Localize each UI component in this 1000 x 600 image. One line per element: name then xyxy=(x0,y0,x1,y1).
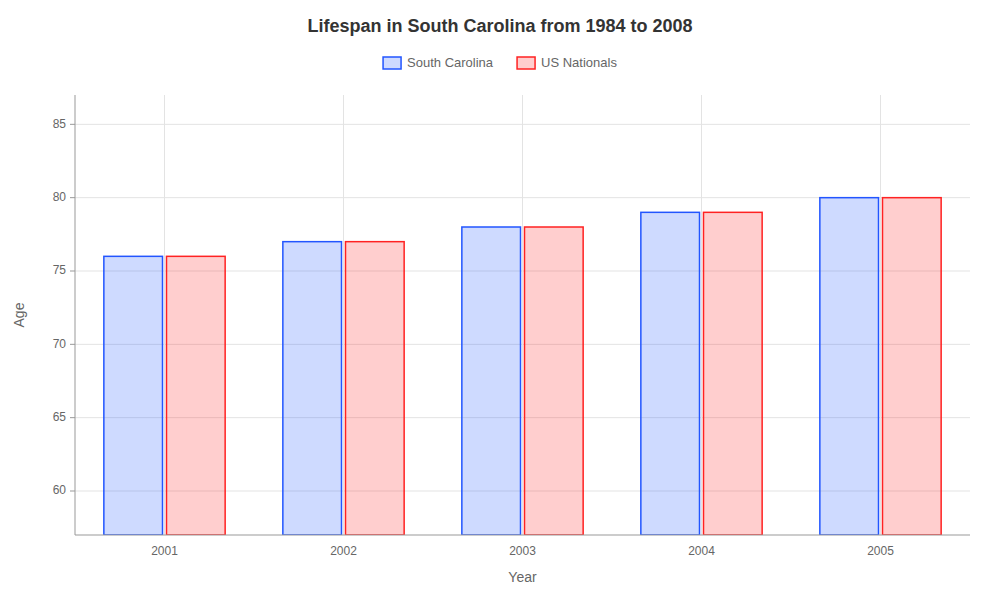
y-tick-label: 70 xyxy=(53,337,67,351)
bars xyxy=(104,198,941,535)
x-tick-label: 2005 xyxy=(867,544,894,558)
x-grid-line xyxy=(164,95,165,535)
x-grid-line xyxy=(880,95,881,535)
y-tick-label: 65 xyxy=(53,410,67,424)
bar xyxy=(820,198,879,535)
y-tick xyxy=(70,197,75,198)
y-axis-line xyxy=(75,95,76,535)
y-tick-label: 60 xyxy=(53,483,67,497)
y-tick-label: 75 xyxy=(53,263,67,277)
chart-container: Lifespan in South Carolina from 1984 to … xyxy=(0,0,1000,600)
legend: South Carolina US Nationals xyxy=(383,55,617,70)
x-tick-label: 2002 xyxy=(330,544,357,558)
bar xyxy=(283,242,342,535)
y-tick xyxy=(70,344,75,345)
x-grid-line xyxy=(701,95,702,535)
legend-swatch xyxy=(383,57,401,69)
x-tick-label: 2003 xyxy=(509,544,536,558)
y-tick xyxy=(70,417,75,418)
x-axis-label: Year xyxy=(508,569,537,585)
y-tick xyxy=(70,491,75,492)
bar xyxy=(525,227,584,535)
legend-label: US Nationals xyxy=(541,55,617,70)
y-tick xyxy=(70,124,75,125)
title: Lifespan in South Carolina from 1984 to … xyxy=(307,16,692,36)
legend-item: US Nationals xyxy=(517,55,617,70)
axes: 60 65 70 75 80 85 2001 2002 2003 2004 2005 xyxy=(53,95,970,558)
y-axis-label: Age xyxy=(11,302,27,327)
x-tick-label: 2004 xyxy=(688,544,715,558)
bar xyxy=(462,227,521,535)
bar xyxy=(883,198,942,535)
x-axis-line xyxy=(75,535,970,536)
y-tick-label: 80 xyxy=(53,190,67,204)
y-tick xyxy=(70,271,75,272)
x-grid-line xyxy=(522,95,523,535)
grid xyxy=(75,95,970,535)
legend-item: South Carolina xyxy=(383,55,494,70)
bar xyxy=(167,256,226,535)
x-grid-line xyxy=(343,95,344,535)
bar xyxy=(104,256,163,535)
bar xyxy=(704,212,763,535)
legend-swatch xyxy=(517,57,535,69)
chart-svg: Lifespan in South Carolina from 1984 to … xyxy=(0,0,1000,600)
x-tick-label: 2001 xyxy=(151,544,178,558)
y-tick-label: 85 xyxy=(53,117,67,131)
bar xyxy=(346,242,405,535)
bar xyxy=(641,212,700,535)
legend-label: South Carolina xyxy=(407,55,494,70)
